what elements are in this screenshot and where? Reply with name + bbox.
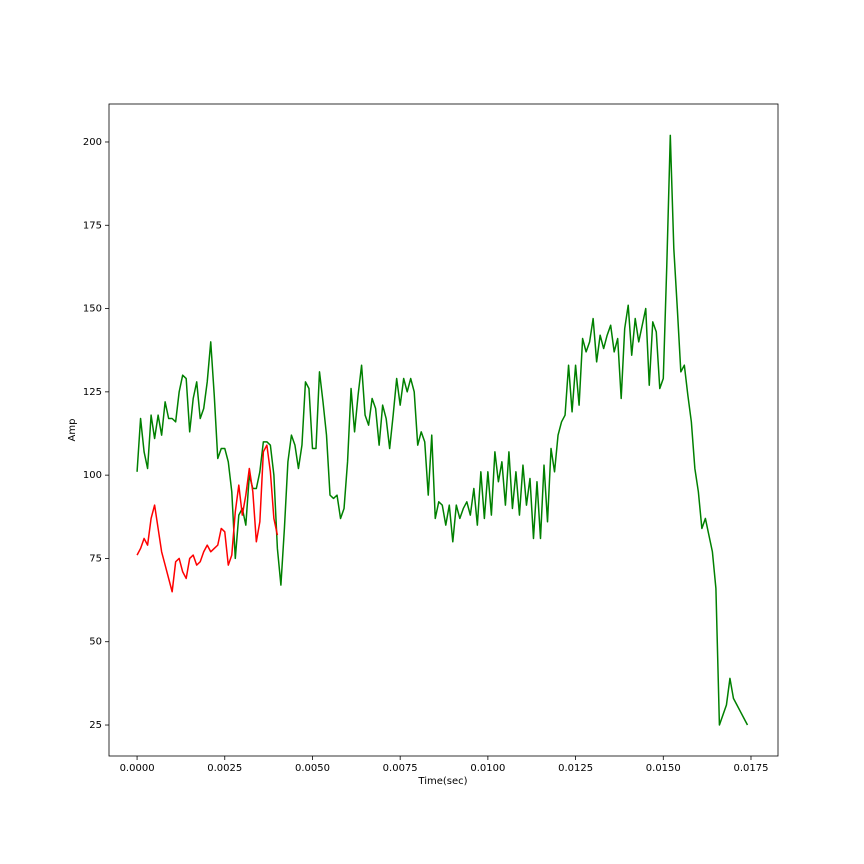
y-tick-label: 175 <box>83 220 102 231</box>
y-tick-label: 200 <box>83 137 102 148</box>
x-tick-label: 0.0175 <box>733 763 768 774</box>
y-tick-label: 125 <box>83 387 102 398</box>
series-line <box>136 134 749 726</box>
y-tick-label: 100 <box>83 470 102 481</box>
y-tick-label: 75 <box>89 553 102 564</box>
x-tick-label: 0.0125 <box>558 763 593 774</box>
x-tick-label: 0.0075 <box>383 763 418 774</box>
y-tick-label: 25 <box>89 720 102 731</box>
x-tick-label: 0.0050 <box>295 763 330 774</box>
plot-frame <box>108 103 779 757</box>
y-tick-label: 150 <box>83 304 102 315</box>
y-axis-label: Amp <box>67 419 78 442</box>
x-tick-label: 0.0100 <box>470 763 505 774</box>
x-tick-label: 0.0150 <box>646 763 681 774</box>
series-line <box>136 444 279 593</box>
x-tick-label: 0.0025 <box>207 763 242 774</box>
x-axis-label: Time(sec) <box>417 776 467 787</box>
y-tick-label: 50 <box>89 637 102 648</box>
x-tick-label: 0.0000 <box>120 763 155 774</box>
